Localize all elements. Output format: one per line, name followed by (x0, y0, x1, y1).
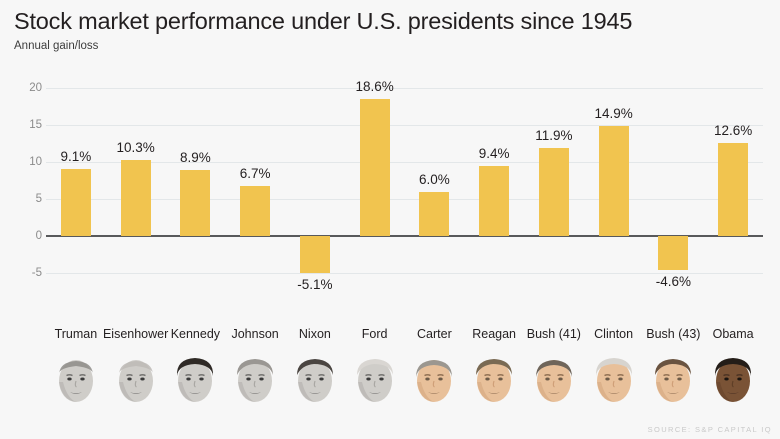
gridline (46, 198, 763, 200)
y-axis-tick-label: 5 (35, 192, 42, 205)
face-silhouette-icon (715, 358, 752, 402)
face-silhouette-icon (296, 359, 333, 402)
category-label-reagan: Reagan (472, 327, 517, 341)
portrait-ford-icon (352, 352, 398, 408)
bar-value-label: 6.0% (418, 171, 450, 187)
bar-value-label: 9.4% (478, 146, 510, 162)
bar (359, 98, 390, 236)
category-label-obama: Obama (712, 327, 754, 341)
face-silhouette-icon (655, 359, 692, 402)
category-label-kennedy: Kennedy (170, 327, 221, 341)
portrait-kennedy-icon (172, 352, 218, 408)
y-axis-tick-label: 15 (29, 119, 42, 132)
face-silhouette-icon (237, 359, 274, 402)
bar (479, 166, 510, 236)
chart-plot-wrapper: 20 15 10 5 0 -5 9.1% 10.3% 8.9% 6.7% -5.1% 18.6% 6.… (0, 70, 780, 315)
gridline (46, 125, 763, 127)
chart-subtitle: Annual gain/loss (14, 40, 99, 52)
bar-value-label: 14.9% (594, 105, 633, 121)
bar (419, 191, 450, 236)
category-label-ford: Ford (361, 327, 388, 341)
category-labels-row: Truman Eisenhower Kennedy Johnson Nixon Ford C… (46, 327, 763, 345)
category-label-truman: Truman (54, 327, 98, 341)
bar (598, 125, 629, 236)
bar-chart-plot-area: 9.1% 10.3% 8.9% 6.7% -5.1% 18.6% 6.0% 9.4% 11.9%… (46, 78, 763, 293)
y-axis-tick-label: 20 (29, 82, 42, 95)
page-title: Stock market performance under U.S. pres… (14, 8, 633, 34)
portrait-eisenhower-icon (113, 352, 159, 408)
portrait-reagan-icon (471, 352, 517, 408)
bar-value-label: 11.9% (535, 128, 573, 144)
bar-value-label: 18.6% (355, 78, 394, 94)
y-axis-tick-label: 0 (35, 229, 42, 242)
bar-value-label: -4.6% (655, 273, 692, 289)
y-axis-tick-label: -5 (31, 266, 42, 279)
bar (299, 235, 330, 274)
bar-value-label: 6.7% (239, 166, 271, 182)
chart-header: Stock market performance under U.S. pres… (14, 6, 770, 54)
bar (718, 142, 749, 236)
bar (180, 170, 211, 236)
bar-value-label: 9.1% (60, 148, 92, 164)
category-label-bush-43: Bush (43) (646, 327, 701, 341)
source-attribution: SOURCE: S&P CAPITAL IQ (647, 425, 772, 434)
category-label-carter: Carter (417, 327, 452, 341)
category-label-clinton: Clinton (594, 327, 634, 341)
bar-value-label: 8.9% (179, 150, 211, 166)
face-silhouette-icon (476, 359, 513, 402)
face-silhouette-icon (416, 360, 453, 402)
portrait-johnson-icon (232, 352, 278, 408)
face-silhouette-icon (177, 358, 214, 402)
zero-axis-line (46, 234, 763, 237)
gridline (46, 162, 763, 164)
bar-value-label: -5.1% (297, 277, 333, 293)
face-silhouette-icon (356, 359, 393, 402)
bar (658, 235, 689, 270)
bar (538, 148, 569, 236)
face-silhouette-icon (595, 358, 632, 402)
portrait-obama-icon (710, 352, 756, 408)
bar-value-label: 10.3% (116, 139, 155, 155)
bar-value-label: 12.6% (713, 122, 753, 138)
portrait-truman-icon (53, 352, 99, 408)
face-silhouette-icon (118, 360, 153, 402)
portrait-nixon-icon (292, 352, 338, 408)
category-label-johnson: Johnson (231, 327, 279, 341)
portrait-bush-43-icon (650, 352, 696, 408)
bar (60, 168, 91, 236)
y-axis: 20 15 10 5 0 -5 (0, 81, 42, 291)
face-silhouette-icon (58, 360, 93, 402)
y-axis-tick-label: 10 (29, 156, 42, 169)
category-label-bush-41: Bush (41) (526, 327, 581, 341)
category-label-eisenhower: Eisenhower (102, 327, 169, 341)
bar (240, 186, 271, 236)
portrait-bush-41-icon (531, 352, 577, 408)
president-portraits-row (46, 352, 763, 412)
gridline (46, 88, 763, 90)
gridline (46, 272, 763, 274)
bar (120, 159, 151, 236)
category-label-nixon: Nixon (298, 327, 331, 341)
portrait-carter-icon (411, 352, 457, 408)
portrait-clinton-icon (591, 352, 637, 408)
face-silhouette-icon (535, 360, 572, 402)
